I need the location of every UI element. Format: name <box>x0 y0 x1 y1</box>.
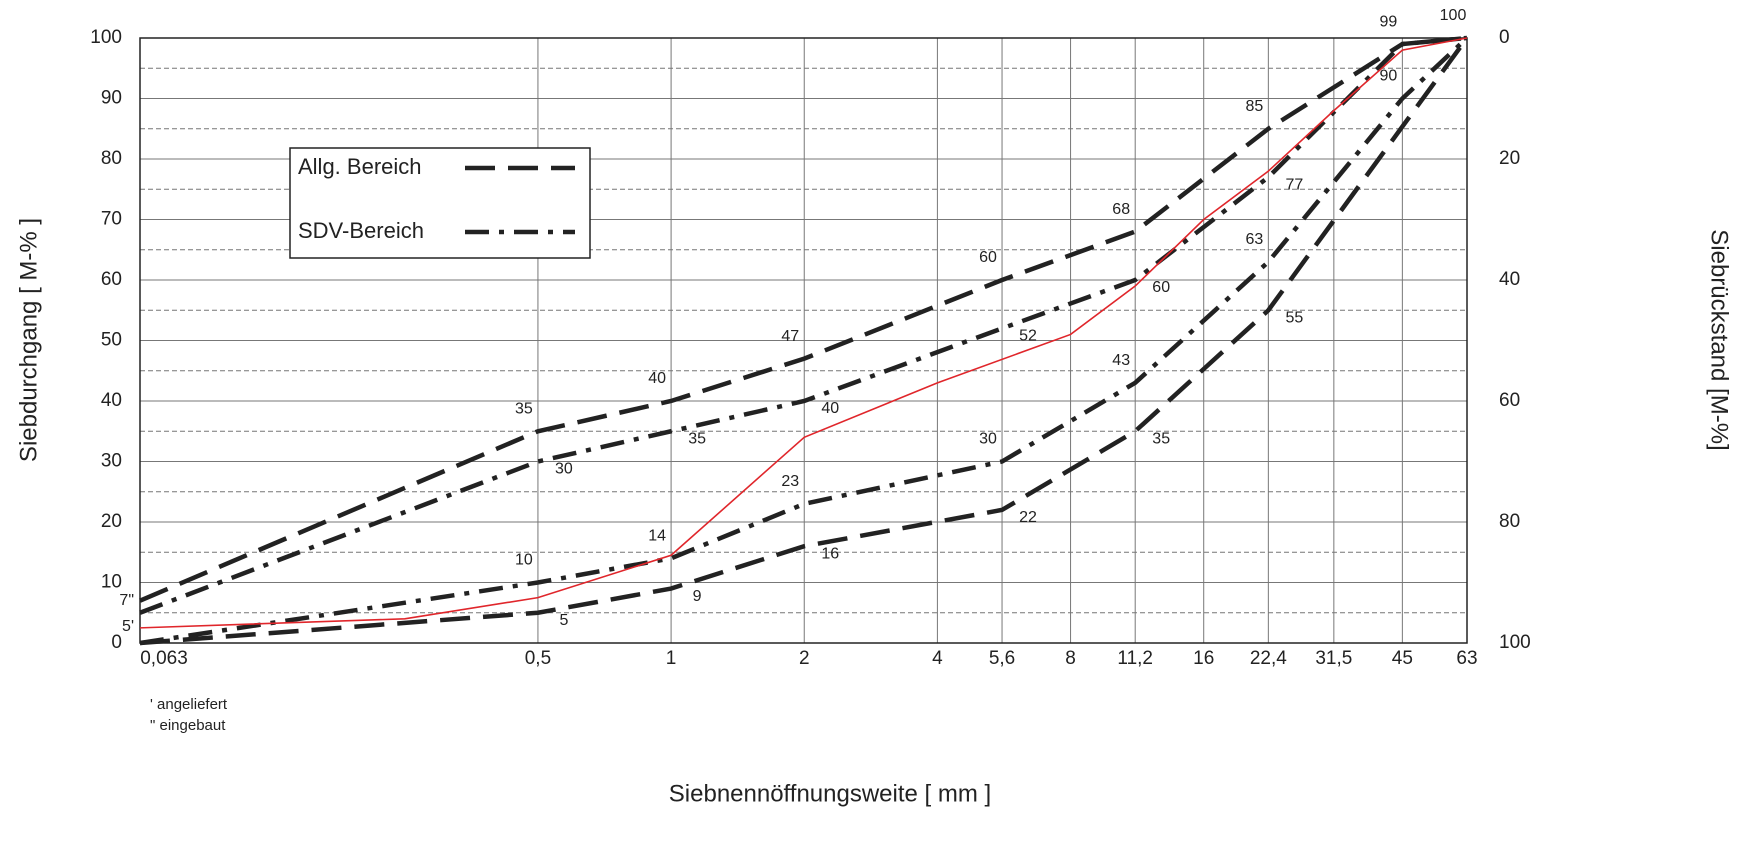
curve <box>139 37 1468 629</box>
data-label: 77 <box>1285 176 1303 193</box>
x-tick-label: 11,2 <box>1117 648 1153 669</box>
x-tick-label: 5,6 <box>989 648 1015 669</box>
x-axis-label: Siebnennöffnungsweite [ mm ] <box>669 780 991 807</box>
y2-axis-label: Siebrückstand [M-%] <box>1706 229 1733 450</box>
y2-tick-label: 80 <box>1499 511 1520 532</box>
y2-tick-label: 0 <box>1499 27 1510 48</box>
y-tick-label: 100 <box>90 27 122 48</box>
y-tick-label: 40 <box>101 390 122 411</box>
curve <box>139 36 1469 646</box>
data-label: 60 <box>1152 279 1170 296</box>
data-label: 55 <box>1285 309 1303 326</box>
footnote: ' angeliefert <box>150 696 228 713</box>
y-axis-label: Siebdurchgang [ M-% ] <box>15 218 42 462</box>
data-label: 60 <box>979 249 997 266</box>
data-label: 5' <box>122 618 134 635</box>
y-tick-label: 70 <box>101 209 122 230</box>
plot-frame <box>139 37 1468 644</box>
data-label: 10 <box>515 552 533 569</box>
data-label: 16 <box>821 545 839 562</box>
y2-tick-label: 100 <box>1499 632 1531 653</box>
data-label: 9 <box>693 588 702 605</box>
y-tick-label: 0 <box>111 632 122 653</box>
data-label: 30 <box>555 461 573 478</box>
data-label: 35 <box>515 400 533 417</box>
y-tick-label: 90 <box>101 88 122 109</box>
y2-tick-label: 40 <box>1499 269 1520 290</box>
y-tick-label: 30 <box>101 451 122 472</box>
data-label: 85 <box>1245 98 1263 115</box>
x-tick-label: 8 <box>1065 648 1076 669</box>
data-label: 40 <box>648 370 666 387</box>
x-tick-label: 0,063 <box>140 648 188 669</box>
y-tick-label: 60 <box>101 269 122 290</box>
data-label: 23 <box>781 473 799 490</box>
data-label: 43 <box>1112 352 1130 369</box>
legend-label: Allg. Bereich <box>298 154 422 179</box>
data-label: 22 <box>1019 509 1037 526</box>
curve <box>139 35 1468 603</box>
x-tick-label: 2 <box>799 648 810 669</box>
x-tick-label: 31,5 <box>1315 648 1352 669</box>
curve <box>139 36 1469 646</box>
legend-box <box>289 147 591 259</box>
x-tick-label: 4 <box>932 648 943 669</box>
y-tick-label: 10 <box>101 572 122 593</box>
data-label: 35 <box>688 430 706 447</box>
y2-tick-label: 20 <box>1499 148 1520 169</box>
data-label: 63 <box>1245 231 1263 248</box>
data-label: 40 <box>821 400 839 417</box>
x-tick-label: 63 <box>1456 648 1477 669</box>
data-label: 99 <box>1379 13 1397 30</box>
y-tick-label: 50 <box>101 330 122 351</box>
x-tick-label: 16 <box>1193 648 1214 669</box>
legend-label: SDV-Bereich <box>298 218 424 243</box>
x-tick-label: 22,4 <box>1250 648 1287 669</box>
data-label: 7" <box>119 592 134 609</box>
x-tick-label: 0,5 <box>525 648 551 669</box>
data-label: 68 <box>1112 201 1130 218</box>
x-tick-label: 45 <box>1392 648 1413 669</box>
data-label: 30 <box>979 431 997 448</box>
y-tick-label: 80 <box>101 148 122 169</box>
data-label: 35 <box>1152 430 1170 447</box>
data-label: 52 <box>1019 328 1037 345</box>
data-label: 100 <box>1440 7 1467 24</box>
footnote: " eingebaut <box>150 717 226 734</box>
data-label: 47 <box>781 328 799 345</box>
x-tick-label: 1 <box>666 648 677 669</box>
data-label: 14 <box>648 528 666 545</box>
y2-tick-label: 60 <box>1499 390 1520 411</box>
data-label: 5 <box>559 612 568 629</box>
data-label: 90 <box>1379 68 1397 85</box>
y-tick-label: 20 <box>101 511 122 532</box>
curve <box>139 35 1468 615</box>
